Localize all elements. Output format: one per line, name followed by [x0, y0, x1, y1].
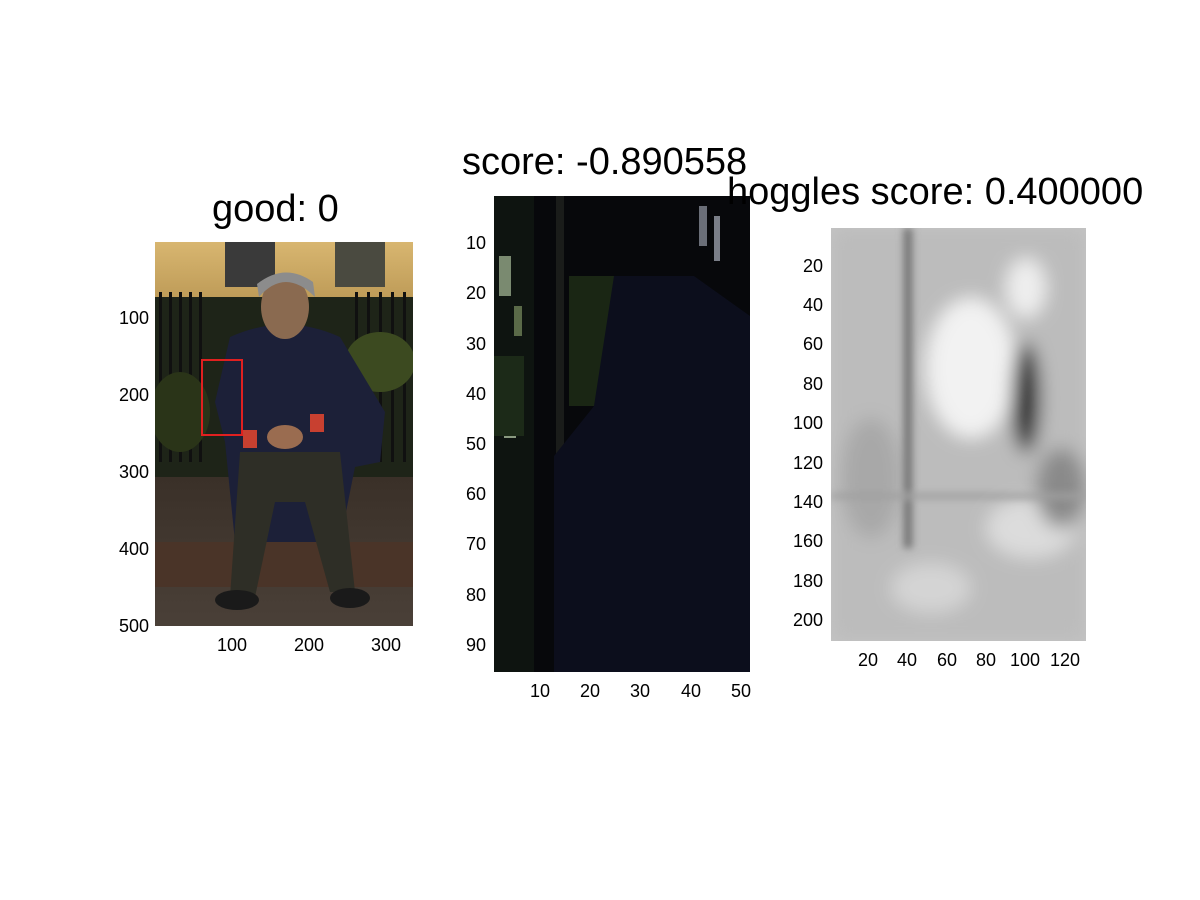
panel1-ytick: 500	[99, 617, 149, 635]
panel2-ytick: 80	[436, 586, 486, 604]
panel1-title: good: 0	[212, 190, 339, 228]
panel1-xtick: 300	[361, 636, 411, 654]
panel2-xtick: 10	[515, 682, 565, 700]
crop-image	[494, 196, 750, 672]
panel1-xtick: 100	[207, 636, 257, 654]
panel3-ytick: 200	[773, 611, 823, 629]
panel3-ytick: 100	[773, 414, 823, 432]
panel1-ytick: 100	[99, 309, 149, 327]
panel2-title: score: -0.890558	[462, 143, 747, 181]
panel2-xtick: 20	[565, 682, 615, 700]
panel1-ytick: 200	[99, 386, 149, 404]
panel2-ytick: 40	[436, 385, 486, 403]
panel2-ytick: 90	[436, 636, 486, 654]
panel2-xtick: 30	[615, 682, 665, 700]
panel2-ytick: 20	[436, 284, 486, 302]
panel3-ytick: 120	[773, 454, 823, 472]
panel2-ytick: 30	[436, 335, 486, 353]
panel3-ytick: 80	[773, 375, 823, 393]
panel1-xtick: 200	[284, 636, 334, 654]
panel3-ytick: 180	[773, 572, 823, 590]
panel3-ytick: 20	[773, 257, 823, 275]
panel3-ytick: 160	[773, 532, 823, 550]
panel2-ytick: 70	[436, 535, 486, 553]
panel3-title: hoggles score: 0.400000	[727, 173, 1143, 211]
panel2-xtick: 50	[716, 682, 766, 700]
photo-image	[155, 242, 413, 626]
panel2-ytick: 60	[436, 485, 486, 503]
panel3-xtick: 120	[1040, 651, 1090, 669]
panel3-ytick: 140	[773, 493, 823, 511]
crop-panel	[494, 196, 750, 672]
hoggles-image	[831, 228, 1086, 641]
panel1-ytick: 400	[99, 540, 149, 558]
panel1-ytick: 300	[99, 463, 149, 481]
photo-panel	[155, 242, 413, 626]
panel2-ytick: 10	[436, 234, 486, 252]
panel3-ytick: 60	[773, 335, 823, 353]
panel2-ytick: 50	[436, 435, 486, 453]
panel3-ytick: 40	[773, 296, 823, 314]
hoggles-panel	[831, 228, 1086, 641]
panel2-xtick: 40	[666, 682, 716, 700]
